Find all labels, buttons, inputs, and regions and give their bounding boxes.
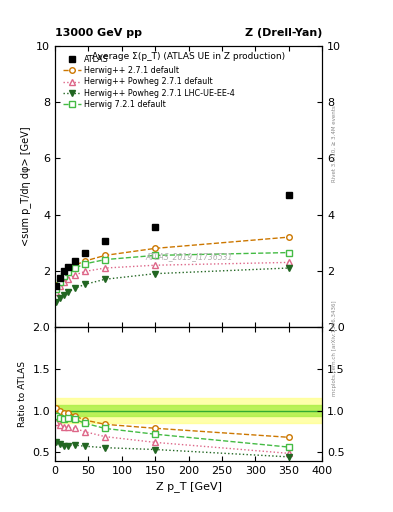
Herwig++ Powheg 2.7.1 LHC-UE-EE-4 [61, 292, 66, 298]
Herwig 7.2.1 default [83, 261, 88, 267]
Herwig++ 2.7.1 default [286, 234, 291, 240]
Herwig++ Powheg 2.7.1 default [73, 272, 77, 278]
Text: mcplots.cern.ch [arXiv:1306.3436]: mcplots.cern.ch [arXiv:1306.3436] [332, 301, 337, 396]
Bar [55, 398, 322, 423]
Herwig++ Powheg 2.7.1 LHC-UE-EE-4 [73, 285, 77, 291]
Herwig++ Powheg 2.7.1 default [61, 279, 66, 285]
Herwig++ 2.7.1 default [54, 282, 59, 288]
Line: Herwig++ Powheg 2.7.1 LHC-UE-EE-4: Herwig++ Powheg 2.7.1 LHC-UE-EE-4 [53, 265, 292, 305]
ATLAS [61, 268, 66, 274]
Herwig++ Powheg 2.7.1 LHC-UE-EE-4 [57, 294, 62, 301]
Herwig 7.2.1 default [103, 257, 108, 263]
Herwig++ Powheg 2.7.1 default [153, 262, 158, 268]
Line: Herwig++ 2.7.1 default: Herwig++ 2.7.1 default [53, 234, 292, 288]
ATLAS [66, 264, 71, 270]
Herwig 7.2.1 default [57, 279, 62, 285]
Herwig++ Powheg 2.7.1 default [66, 275, 71, 282]
Herwig 7.2.1 default [61, 273, 66, 280]
Bar [55, 405, 322, 416]
Herwig++ Powheg 2.7.1 LHC-UE-EE-4 [83, 281, 88, 287]
Herwig++ 2.7.1 default [73, 262, 77, 268]
Y-axis label: <sum p_T/dη dφ> [GeV]: <sum p_T/dη dφ> [GeV] [20, 127, 31, 246]
Text: ATLAS_2019_I1736531: ATLAS_2019_I1736531 [145, 252, 232, 261]
Herwig++ Powheg 2.7.1 default [103, 265, 108, 271]
Herwig++ Powheg 2.7.1 LHC-UE-EE-4 [153, 270, 158, 276]
Herwig++ Powheg 2.7.1 default [57, 283, 62, 289]
Herwig++ Powheg 2.7.1 default [83, 268, 88, 274]
Herwig 7.2.1 default [66, 269, 71, 275]
ATLAS [73, 258, 77, 264]
Herwig++ 2.7.1 default [61, 269, 66, 275]
Legend: ATLAS, Herwig++ 2.7.1 default, Herwig++ Powheg 2.7.1 default, Herwig++ Powheg 2.: ATLAS, Herwig++ 2.7.1 default, Herwig++ … [62, 53, 237, 111]
Text: Average Σ(p_T) (ATLAS UE in Z production): Average Σ(p_T) (ATLAS UE in Z production… [92, 52, 285, 61]
Text: Rivet 3.1.10, ≥ 3.4M events: Rivet 3.1.10, ≥ 3.4M events [332, 105, 337, 182]
Line: Herwig 7.2.1 default: Herwig 7.2.1 default [53, 250, 292, 292]
Herwig 7.2.1 default [286, 249, 291, 255]
ATLAS [103, 238, 108, 244]
Herwig 7.2.1 default [153, 252, 158, 259]
Herwig++ Powheg 2.7.1 LHC-UE-EE-4 [66, 289, 71, 295]
Line: ATLAS: ATLAS [53, 191, 292, 290]
ATLAS [153, 224, 158, 230]
ATLAS [286, 192, 291, 198]
ATLAS [57, 275, 62, 281]
Herwig++ Powheg 2.7.1 default [286, 260, 291, 266]
Herwig++ 2.7.1 default [57, 275, 62, 281]
Herwig++ Powheg 2.7.1 LHC-UE-EE-4 [54, 298, 59, 305]
ATLAS [83, 249, 88, 255]
Text: 13000 GeV pp: 13000 GeV pp [55, 28, 142, 38]
Herwig++ Powheg 2.7.1 LHC-UE-EE-4 [103, 276, 108, 282]
Line: Herwig++ Powheg 2.7.1 default: Herwig++ Powheg 2.7.1 default [53, 260, 292, 295]
ATLAS [54, 283, 59, 289]
Herwig++ 2.7.1 default [103, 252, 108, 259]
X-axis label: Z p_T [GeV]: Z p_T [GeV] [156, 481, 222, 492]
Text: Z (Drell-Yan): Z (Drell-Yan) [245, 28, 322, 38]
Herwig++ 2.7.1 default [153, 245, 158, 251]
Herwig++ 2.7.1 default [66, 265, 71, 271]
Herwig++ Powheg 2.7.1 LHC-UE-EE-4 [286, 265, 291, 271]
Herwig 7.2.1 default [54, 286, 59, 292]
Y-axis label: Ratio to ATLAS: Ratio to ATLAS [18, 361, 27, 427]
Herwig++ Powheg 2.7.1 default [54, 289, 59, 295]
Herwig++ 2.7.1 default [83, 258, 88, 264]
Herwig 7.2.1 default [73, 265, 77, 271]
